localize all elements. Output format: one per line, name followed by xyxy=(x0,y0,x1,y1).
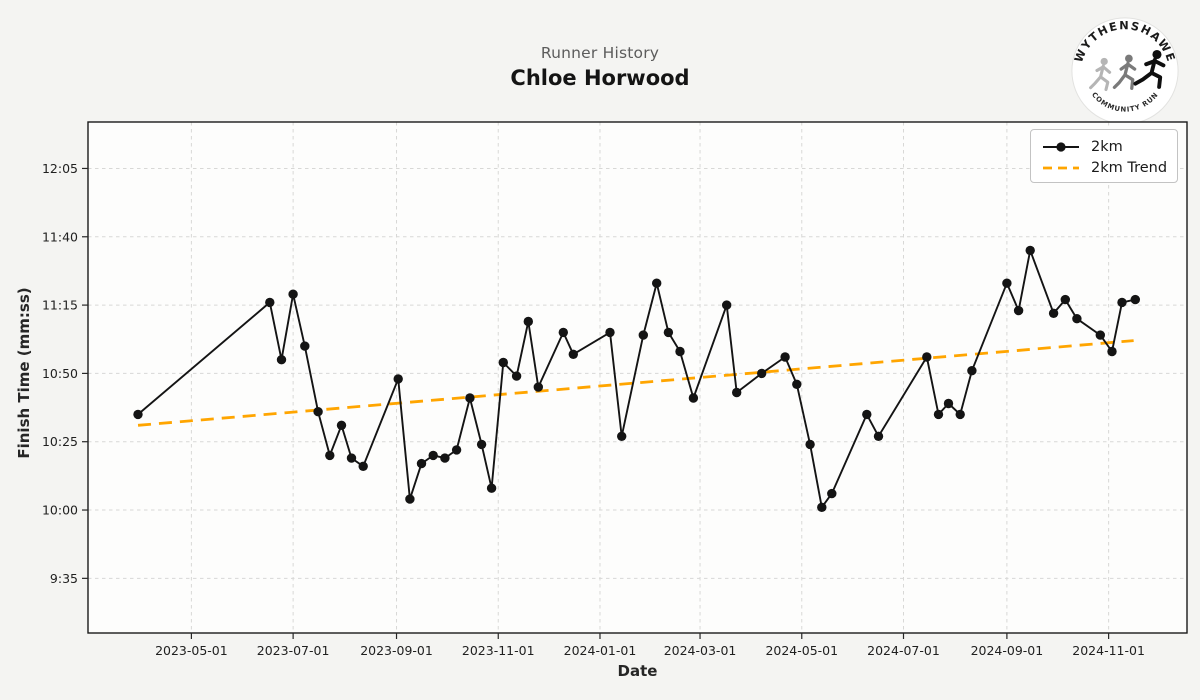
data-point-marker xyxy=(967,366,977,376)
data-point-marker xyxy=(638,330,648,340)
data-point-marker xyxy=(1095,330,1106,340)
data-point-marker xyxy=(405,494,415,504)
plot-background xyxy=(88,122,1187,633)
runner-icon xyxy=(1133,49,1166,89)
data-point-marker xyxy=(498,357,508,368)
y-tick-label: 11:15 xyxy=(42,298,78,313)
data-point-marker xyxy=(336,420,347,430)
y-tick-label: 10:50 xyxy=(42,366,78,381)
data-point-marker xyxy=(346,453,357,463)
x-tick-label: 2024-03-01 xyxy=(664,643,737,658)
data-point-marker xyxy=(358,461,368,471)
data-point-marker xyxy=(325,450,335,461)
data-point-marker xyxy=(465,393,475,403)
x-tick-label: 2024-01-01 xyxy=(564,643,637,658)
legend-2km-label: 2km xyxy=(1091,138,1123,155)
y-tick-label: 10:25 xyxy=(42,434,78,449)
data-point-marker xyxy=(722,300,732,310)
data-point-marker xyxy=(943,398,954,409)
data-point-marker xyxy=(1002,278,1012,288)
y-axis-title: Finish Time (mm:ss) xyxy=(15,287,33,459)
data-point-marker xyxy=(605,327,615,338)
data-point-marker xyxy=(1013,305,1024,316)
legend-item-2km-trend: 2km Trend xyxy=(1041,157,1177,178)
data-point-marker xyxy=(663,327,674,338)
data-point-marker xyxy=(428,450,438,461)
data-point-marker xyxy=(805,439,815,450)
data-point-marker xyxy=(780,352,790,362)
data-point-marker xyxy=(486,483,497,493)
data-point-marker xyxy=(955,409,965,420)
x-tick-label: 2024-11-01 xyxy=(1072,643,1145,658)
data-point-marker xyxy=(827,488,837,499)
x-tick-label: 2023-09-01 xyxy=(360,643,433,658)
data-point-marker xyxy=(817,502,827,512)
data-point-marker xyxy=(1060,294,1071,305)
legend: 2km 2km Trend xyxy=(1030,129,1178,183)
data-point-marker xyxy=(440,453,450,463)
legend-trend-label: 2km Trend xyxy=(1091,159,1168,176)
data-point-marker xyxy=(133,409,143,420)
runner-icon xyxy=(1089,57,1112,92)
data-point-marker xyxy=(617,431,627,441)
data-point-marker xyxy=(393,374,403,384)
data-point-marker xyxy=(732,387,742,398)
data-point-marker xyxy=(873,431,884,441)
data-point-marker xyxy=(1048,308,1059,318)
y-tick-label: 10:00 xyxy=(42,503,78,518)
x-axis-title: Date xyxy=(617,662,658,680)
data-point-marker xyxy=(675,346,685,357)
data-point-marker xyxy=(533,382,543,392)
data-point-marker xyxy=(265,297,275,308)
legend-item-2km: 2km xyxy=(1041,136,1177,157)
data-point-marker xyxy=(276,355,287,365)
legend-2km-swatch-icon xyxy=(1043,141,1079,152)
x-tick-label: 2023-05-01 xyxy=(155,643,228,658)
data-point-marker xyxy=(757,368,767,379)
data-point-marker xyxy=(688,393,699,403)
chart-subtitle: Runner History xyxy=(540,44,660,62)
wythenshawe-community-run-logo: WYTHENSHAWE COMMUNITY RUN xyxy=(1071,17,1179,125)
y-tick-label: 11:40 xyxy=(42,229,78,244)
x-tick-label: 2024-05-01 xyxy=(765,643,838,658)
x-tick-label: 2023-11-01 xyxy=(462,643,535,658)
data-point-marker xyxy=(1117,297,1127,308)
y-tick-label: 12:05 xyxy=(42,161,78,176)
data-point-marker xyxy=(1025,245,1035,256)
data-point-marker xyxy=(523,316,533,327)
x-tick-label: 2024-09-01 xyxy=(971,643,1044,658)
data-point-marker xyxy=(476,439,487,450)
data-point-marker xyxy=(416,458,427,469)
data-point-marker xyxy=(1130,294,1141,305)
axes-frame xyxy=(87,121,1188,634)
x-tick-label: 2023-07-01 xyxy=(257,643,330,658)
data-point-marker xyxy=(1072,314,1082,324)
data-point-marker xyxy=(511,371,522,381)
data-point-marker xyxy=(300,341,310,351)
data-point-marker xyxy=(288,289,298,299)
data-point-marker xyxy=(568,349,578,359)
data-point-marker xyxy=(558,327,568,338)
data-point-marker xyxy=(1107,346,1117,357)
x-tick-label: 2024-07-01 xyxy=(867,643,940,658)
data-point-marker xyxy=(922,352,932,362)
data-point-marker xyxy=(451,445,462,455)
runner-icon xyxy=(1112,54,1137,90)
data-point-marker xyxy=(313,407,323,417)
data-point-marker xyxy=(933,409,944,420)
chart-header: Runner History Chloe Horwood xyxy=(0,44,1200,90)
data-point-marker xyxy=(862,409,872,420)
data-point-marker xyxy=(652,278,662,288)
runner-name-title: Chloe Horwood xyxy=(510,66,690,90)
legend-trend-swatch-icon xyxy=(1043,166,1079,169)
y-tick-label: 9:35 xyxy=(50,571,78,586)
data-point-marker xyxy=(792,379,802,389)
